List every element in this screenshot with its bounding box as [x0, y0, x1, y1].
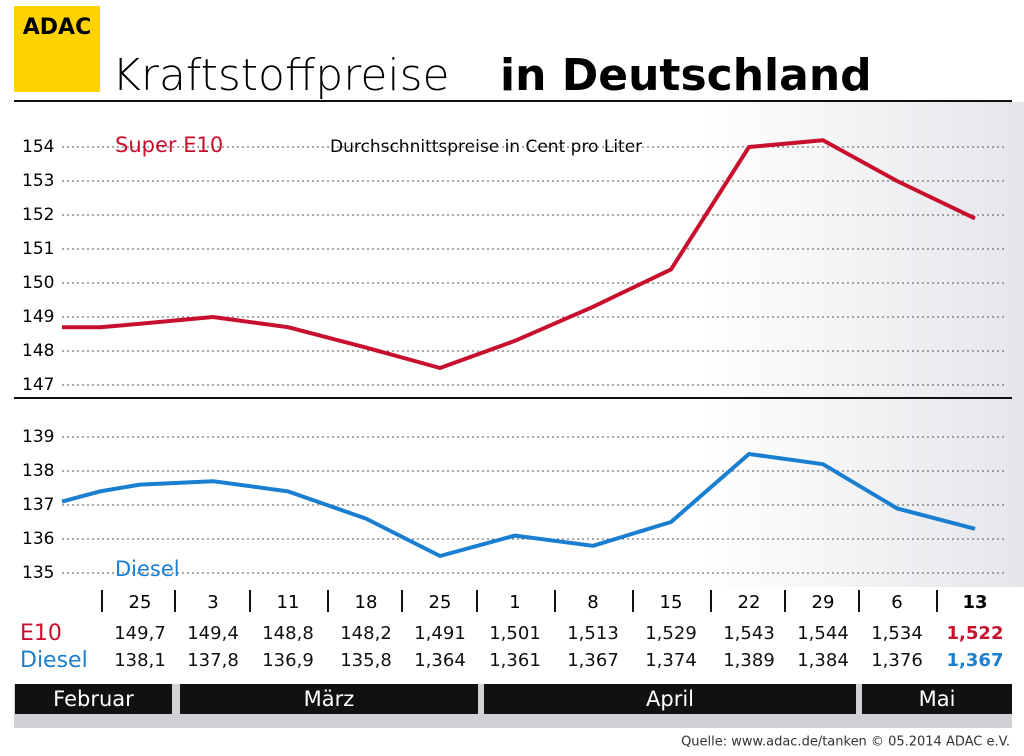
table-cell: 149,7 [114, 623, 166, 644]
table-cell: 148,2 [340, 623, 392, 644]
table-cell: 1,501 [489, 623, 541, 644]
table-cell: 137,8 [187, 650, 239, 671]
series-line [61, 452, 976, 558]
row-label: E10 [20, 621, 62, 646]
month-label: April [646, 687, 694, 711]
title: Kraftstoffpreise [112, 50, 450, 101]
table-cell: 1,522 [947, 623, 1004, 644]
x-tick-label: 29 [812, 592, 835, 613]
y-tick-label: 149 [22, 307, 54, 327]
table-cell: 1,389 [723, 650, 775, 671]
table-cell: 1,361 [489, 650, 541, 671]
table-cell: 1,364 [414, 650, 466, 671]
month-bar [180, 684, 478, 714]
table-cell: 136,9 [262, 650, 314, 671]
x-tick-label: 3 [207, 592, 218, 613]
y-tick-label: 148 [22, 341, 54, 361]
table-cell: 148,8 [262, 623, 314, 644]
x-tick-label: 15 [660, 592, 683, 613]
table-cell: 1,513 [567, 623, 619, 644]
y-tick-label: 137 [22, 495, 54, 515]
row-label: Diesel [20, 648, 88, 673]
y-tick-label: 152 [22, 205, 54, 225]
table-cell: 1,544 [797, 623, 849, 644]
legend-entry: Super E10 [115, 133, 223, 157]
table-cell: 1,534 [871, 623, 923, 644]
title-bold: in Deutschland [500, 50, 872, 101]
y-tick-label: 154 [22, 137, 54, 157]
x-tick-label: 1 [509, 592, 520, 613]
table-cell: 1,376 [871, 650, 923, 671]
background [700, 102, 1024, 587]
x-tick-label: 13 [962, 592, 987, 613]
y-tick-label: 138 [22, 461, 54, 481]
month-bar [15, 684, 172, 714]
x-tick-label: 11 [277, 592, 300, 613]
y-tick-label: 151 [22, 239, 54, 259]
x-tick-label: 22 [738, 592, 761, 613]
table-cell: 1,384 [797, 650, 849, 671]
legend-entry: Diesel [115, 557, 180, 581]
y-tick-label: 150 [22, 273, 54, 293]
x-tick-label: 25 [429, 592, 452, 613]
y-tick-label: 147 [22, 375, 54, 395]
table-cell: 1,367 [947, 650, 1004, 671]
subtitle: Durchschnittspreise in Cent pro Liter [330, 137, 642, 157]
table-cell: 1,367 [567, 650, 619, 671]
logo-box [14, 6, 100, 92]
table-cell: 1,529 [645, 623, 697, 644]
y-tick-label: 136 [22, 529, 54, 549]
table-cell: 1,374 [645, 650, 697, 671]
table-cell: 135,8 [340, 650, 392, 671]
source: Quelle: www.adac.de/tanken © 05.2014 ADA… [681, 735, 1010, 750]
month-label: März [304, 687, 355, 711]
x-tick-label: 8 [587, 592, 598, 613]
y-tick-label: 135 [22, 563, 54, 583]
y-tick-label: 139 [22, 427, 54, 447]
logo: ADAC [23, 15, 91, 40]
table-cell: 138,1 [114, 650, 166, 671]
month-bar [484, 684, 856, 714]
x-tick-label: 6 [891, 592, 902, 613]
x-tick-label: 18 [355, 592, 378, 613]
table-cell: 1,543 [723, 623, 775, 644]
month-label: Februar [53, 687, 134, 711]
series-line [62, 138, 976, 370]
table-cell: 149,4 [187, 623, 239, 644]
y-tick-label: 153 [22, 171, 54, 191]
table-cell: 1,491 [414, 623, 466, 644]
month-label: Mai [919, 687, 956, 711]
month-bar [862, 684, 1012, 714]
x-tick-label: 25 [129, 592, 152, 613]
